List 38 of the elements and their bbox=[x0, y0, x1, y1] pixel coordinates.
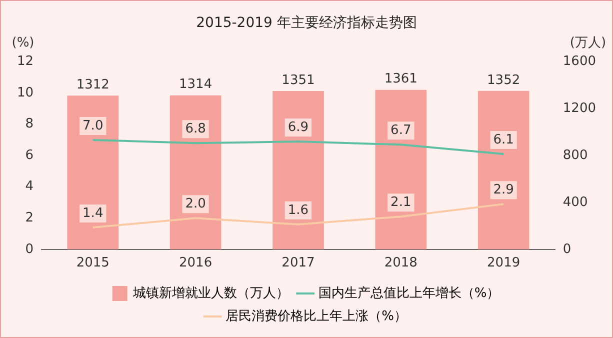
y-tick-label: 2 bbox=[25, 210, 34, 226]
data-label: 7.0 bbox=[82, 118, 104, 134]
y2-tick-label: 800 bbox=[562, 148, 588, 163]
y2-axis-title: (万人) bbox=[570, 36, 606, 51]
x-tick-label: 2015 bbox=[76, 256, 110, 271]
x-tick-label: 2016 bbox=[179, 256, 212, 271]
legend-label: 居民消费价格比上年上涨（%） bbox=[226, 308, 407, 324]
y-tick-label: 0 bbox=[25, 242, 34, 257]
data-label: 2.0 bbox=[185, 196, 206, 212]
chart-title: 2015-2019 年主要经济指标走势图 bbox=[196, 15, 417, 32]
y-tick-label: 6 bbox=[25, 148, 34, 163]
data-label: 6.7 bbox=[390, 123, 412, 138]
y-tick-label: 8 bbox=[25, 116, 34, 132]
x-tick-label: 2019 bbox=[487, 256, 520, 271]
y2-tick-label: 400 bbox=[562, 194, 588, 210]
data-label: 6.8 bbox=[185, 121, 206, 136]
y-tick-label: 12 bbox=[16, 54, 34, 70]
x-tick-label: 2018 bbox=[384, 256, 418, 271]
data-label: 1.4 bbox=[82, 206, 104, 221]
y-tick-label: 4 bbox=[25, 179, 34, 194]
y2-tick-label: 0 bbox=[562, 242, 572, 257]
data-label: 1352 bbox=[487, 72, 520, 88]
data-label: 1312 bbox=[76, 77, 110, 92]
data-label: 1.6 bbox=[288, 202, 309, 218]
data-label: 1314 bbox=[179, 77, 212, 92]
legend-label: 国内生产总值比上年增长（%） bbox=[318, 286, 500, 301]
y-tick-label: 10 bbox=[16, 85, 34, 100]
data-label: 6.1 bbox=[493, 132, 514, 148]
y2-tick-label: 1200 bbox=[562, 101, 596, 116]
data-label: 6.9 bbox=[288, 120, 309, 135]
y2-tick-label: 1600 bbox=[562, 54, 596, 70]
data-label: 2.1 bbox=[390, 194, 412, 210]
data-label: 1361 bbox=[384, 72, 418, 87]
y-axis-title: (%) bbox=[12, 36, 34, 51]
data-label: 2.9 bbox=[493, 182, 514, 198]
legend-label: 城镇新增就业人数（万人） bbox=[132, 286, 289, 301]
x-tick-label: 2017 bbox=[282, 256, 315, 271]
data-label: 1351 bbox=[282, 72, 315, 88]
